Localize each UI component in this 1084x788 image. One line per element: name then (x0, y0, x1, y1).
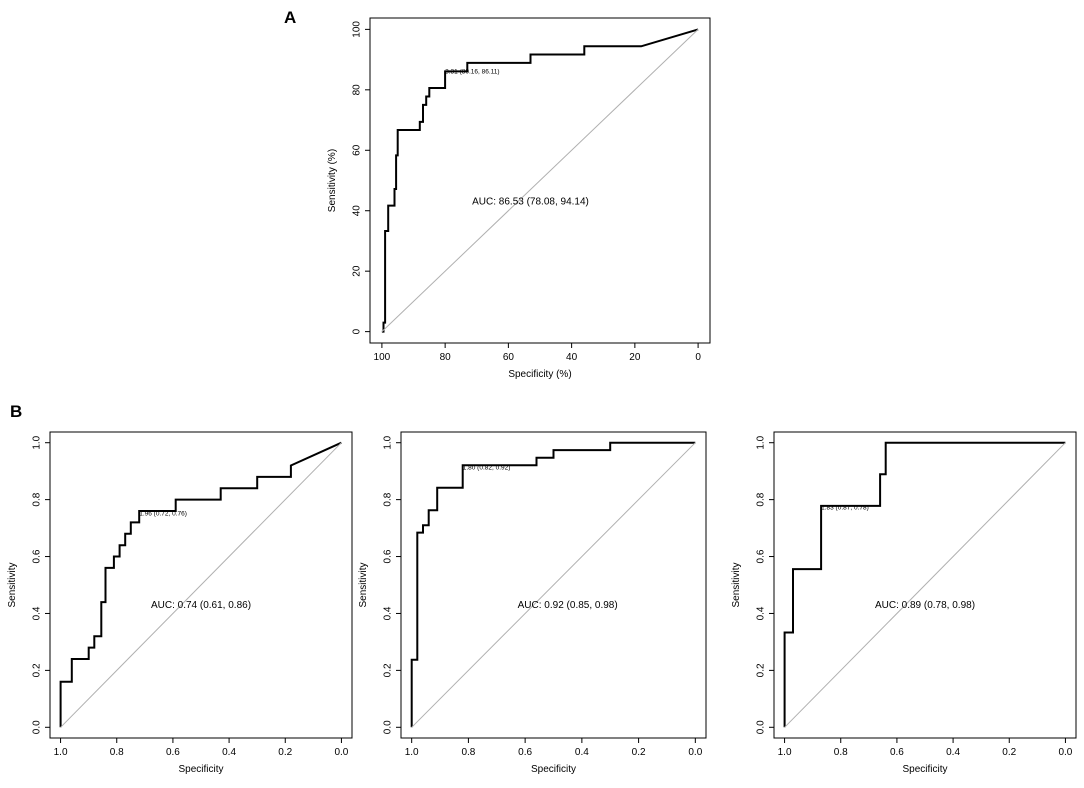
roc-curve-line (783, 441, 1066, 728)
y-tick-label: 0.0 (756, 720, 767, 734)
y-axis-label: Sensitivity (358, 562, 369, 607)
x-tick-label: 0.4 (946, 747, 960, 758)
threshold-annotation: 3.31 (80.16, 86.11) (445, 69, 499, 76)
y-axis-label: Sensitivity (731, 562, 742, 607)
x-tick-label: 100 (374, 352, 391, 363)
y-tick-label: 40 (352, 205, 363, 217)
x-tick-label: 0.0 (688, 747, 702, 758)
y-tick-label: 1.0 (756, 435, 767, 449)
x-tick-label: 60 (503, 352, 515, 363)
panel-label-b: B (10, 402, 23, 421)
x-tick-label: 0.2 (632, 747, 646, 758)
threshold-annotation: 1.80 (0.82, 0.92) (463, 465, 511, 472)
x-tick-label: 1.0 (405, 747, 419, 758)
x-tick-label: 0.0 (334, 747, 348, 758)
x-tick-label: 20 (629, 352, 641, 363)
y-tick-label: 100 (352, 21, 363, 38)
y-tick-label: 80 (352, 84, 363, 96)
y-tick-label: 0.6 (383, 549, 394, 563)
x-tick-label: 80 (440, 352, 452, 363)
x-tick-label: 0.2 (278, 747, 292, 758)
y-tick-label: 0.8 (383, 492, 394, 506)
x-tick-label: 0.0 (1058, 747, 1072, 758)
x-tick-label: 0.6 (518, 747, 532, 758)
x-tick-label: 1.0 (778, 747, 792, 758)
x-tick-label: 0.6 (166, 747, 180, 758)
x-axis-label: Specificity (178, 764, 223, 775)
plot-frame (773, 431, 1077, 739)
y-tick-label: 0.0 (383, 720, 394, 734)
plot-frame (49, 431, 353, 739)
chance-diagonal-line (784, 442, 1066, 728)
x-axis-label: Specificity (531, 764, 576, 775)
auc-annotation: AUC: 0.89 (0.78, 0.98) (875, 600, 975, 611)
x-tick-label: 0.6 (890, 747, 904, 758)
x-tick-label: 40 (566, 352, 578, 363)
y-tick-label: 0.6 (32, 549, 43, 563)
x-tick-label: 0.4 (575, 747, 589, 758)
plot-frame (400, 431, 707, 739)
auc-annotation: AUC: 0.74 (0.61, 0.86) (151, 600, 251, 611)
x-tick-label: 0.2 (1002, 747, 1016, 758)
roc-curve-line (59, 441, 342, 728)
threshold-annotation: 1.83 (0.87, 0.78) (821, 505, 869, 512)
x-tick-label: 0.8 (110, 747, 124, 758)
x-axis-label: Specificity (%) (508, 369, 571, 380)
y-tick-label: 0.0 (32, 720, 43, 734)
x-tick-label: 0 (695, 352, 701, 363)
y-axis-label: Sensitivity (7, 562, 18, 607)
y-tick-label: 60 (352, 144, 363, 156)
y-tick-label: 0.8 (32, 492, 43, 506)
auc-annotation: AUC: 0.92 (0.85, 0.98) (518, 600, 618, 611)
x-axis-label: Specificity (902, 764, 947, 775)
x-tick-label: 1.0 (54, 747, 68, 758)
y-tick-label: 0.2 (383, 663, 394, 677)
chance-diagonal-line (411, 442, 696, 728)
y-tick-label: 0.6 (756, 549, 767, 563)
x-tick-label: 0.4 (222, 747, 236, 758)
y-tick-label: 0.4 (383, 606, 394, 620)
y-tick-label: 0.4 (32, 606, 43, 620)
y-tick-label: 0.2 (32, 663, 43, 677)
threshold-annotation: 1.96 (0.72, 0.76) (139, 510, 187, 517)
roc-curve-line (410, 441, 696, 728)
chance-diagonal-line (60, 442, 342, 728)
y-tick-label: 0 (352, 328, 363, 334)
x-tick-label: 0.8 (461, 747, 475, 758)
y-tick-label: 1.0 (383, 435, 394, 449)
y-tick-label: 0.4 (756, 606, 767, 620)
y-tick-label: 0.8 (756, 492, 767, 506)
roc-curve-line (381, 28, 699, 333)
y-tick-label: 0.2 (756, 663, 767, 677)
x-tick-label: 0.8 (834, 747, 848, 758)
auc-annotation: AUC: 86.53 (78.08, 94.14) (472, 197, 589, 208)
y-tick-label: 20 (352, 265, 363, 277)
chance-diagonal-line (381, 29, 699, 332)
y-tick-label: 1.0 (32, 435, 43, 449)
plot-frame (369, 17, 711, 344)
panel-label-a: A (284, 8, 297, 27)
y-axis-label: Sensitivity (%) (327, 149, 338, 212)
